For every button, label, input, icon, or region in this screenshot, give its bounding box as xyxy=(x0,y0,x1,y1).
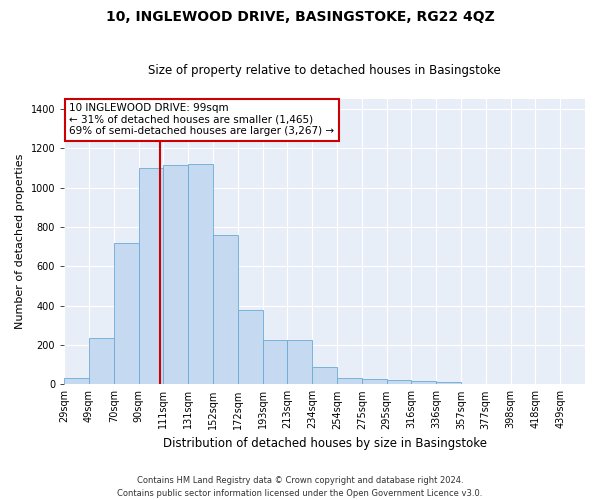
Bar xyxy=(163,165,188,384)
Text: 10, INGLEWOOD DRIVE, BASINGSTOKE, RG22 4QZ: 10, INGLEWOOD DRIVE, BASINGSTOKE, RG22 4… xyxy=(106,10,494,24)
Bar xyxy=(412,382,436,384)
Bar xyxy=(263,340,287,384)
Bar xyxy=(436,382,461,384)
Bar xyxy=(213,235,238,384)
Text: Contains HM Land Registry data © Crown copyright and database right 2024.
Contai: Contains HM Land Registry data © Crown c… xyxy=(118,476,482,498)
Bar xyxy=(362,380,386,384)
Bar xyxy=(386,380,412,384)
X-axis label: Distribution of detached houses by size in Basingstoke: Distribution of detached houses by size … xyxy=(163,437,487,450)
Bar xyxy=(89,338,114,384)
Bar xyxy=(114,242,139,384)
Text: 10 INGLEWOOD DRIVE: 99sqm
← 31% of detached houses are smaller (1,465)
69% of se: 10 INGLEWOOD DRIVE: 99sqm ← 31% of detac… xyxy=(70,104,335,136)
Bar xyxy=(64,378,89,384)
Bar xyxy=(238,310,263,384)
Title: Size of property relative to detached houses in Basingstoke: Size of property relative to detached ho… xyxy=(148,64,501,77)
Bar xyxy=(287,340,312,384)
Bar xyxy=(139,168,163,384)
Bar xyxy=(337,378,362,384)
Bar xyxy=(188,164,213,384)
Bar xyxy=(312,366,337,384)
Y-axis label: Number of detached properties: Number of detached properties xyxy=(15,154,25,330)
